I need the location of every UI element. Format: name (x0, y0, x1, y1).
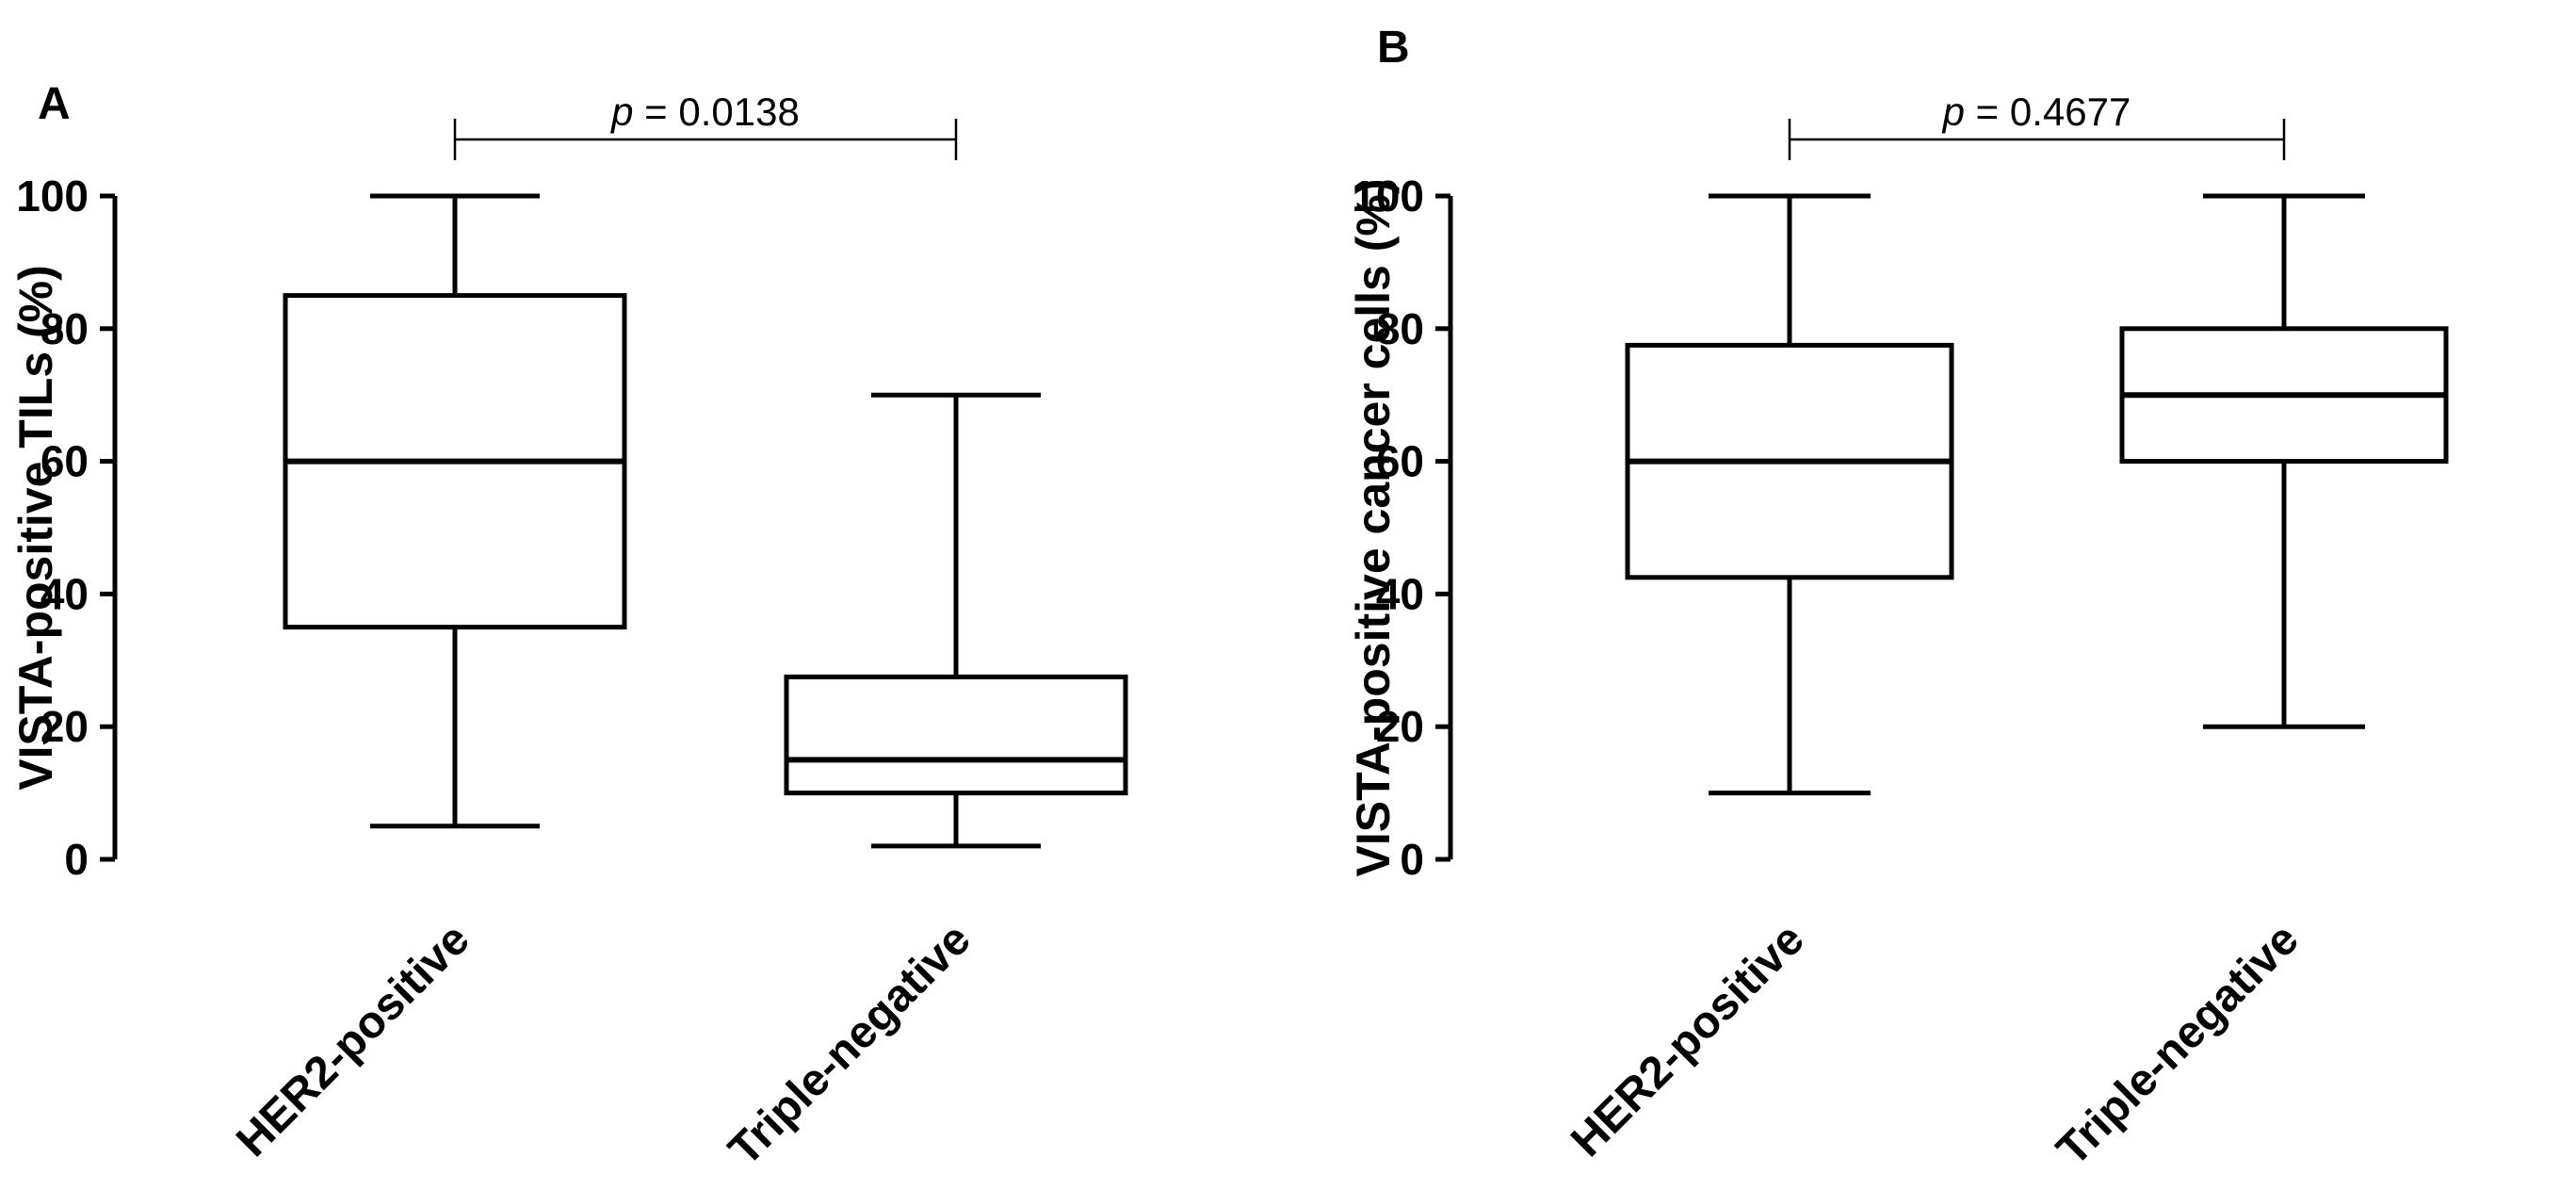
y-tick-label: 60 (1376, 437, 1424, 486)
y-tick-label: 0 (1400, 835, 1424, 884)
p-value-label: p = 0.4677 (1941, 90, 2131, 134)
iqr-box (784, 674, 1128, 796)
box-her2-positive (1625, 193, 1954, 796)
y-axis-label: VISTA-positive TILs (%) (9, 265, 62, 790)
x-category-label: HER2-positive (227, 914, 479, 1167)
y-tick-label: 60 (41, 437, 89, 486)
box-her2-positive (283, 193, 627, 829)
p-value: = 0.0138 (634, 90, 800, 134)
p-symbol: p (609, 90, 633, 134)
y-tick-label: 40 (41, 569, 89, 618)
y-tick-label: 20 (1376, 702, 1424, 751)
panel-label: B (1377, 23, 1410, 73)
p-value: = 0.4677 (1965, 90, 2130, 134)
significance-bracket: p = 0.4677 (1788, 90, 2286, 160)
box-triple-negative (784, 392, 1128, 849)
p-symbol: p (1941, 90, 1965, 134)
panel-a: A 0 20 40 60 80 100 VISTA-positive TILs (%) HER2… (9, 79, 1128, 1175)
y-tick-label: 80 (1376, 304, 1424, 353)
x-category-label: Triple-negative (2048, 914, 2309, 1175)
x-category-label: HER2-positive (1562, 914, 1814, 1167)
p-value-label: p = 0.0138 (609, 90, 800, 134)
y-tick-label: 40 (1376, 569, 1424, 618)
y-tick-label: 100 (16, 171, 89, 220)
panel-label: A (38, 79, 71, 129)
significance-bracket: p = 0.0138 (453, 90, 958, 160)
y-tick-label: 20 (41, 702, 89, 751)
y-tick-label: 80 (41, 304, 89, 353)
y-tick-label: 0 (64, 835, 89, 884)
y-tick-label: 100 (1352, 171, 1424, 220)
box-triple-negative (2119, 193, 2449, 729)
y-axis-label: VISTA-positive cancer cells (%) (1347, 179, 1400, 877)
x-category-label: Triple-negative (720, 914, 980, 1175)
